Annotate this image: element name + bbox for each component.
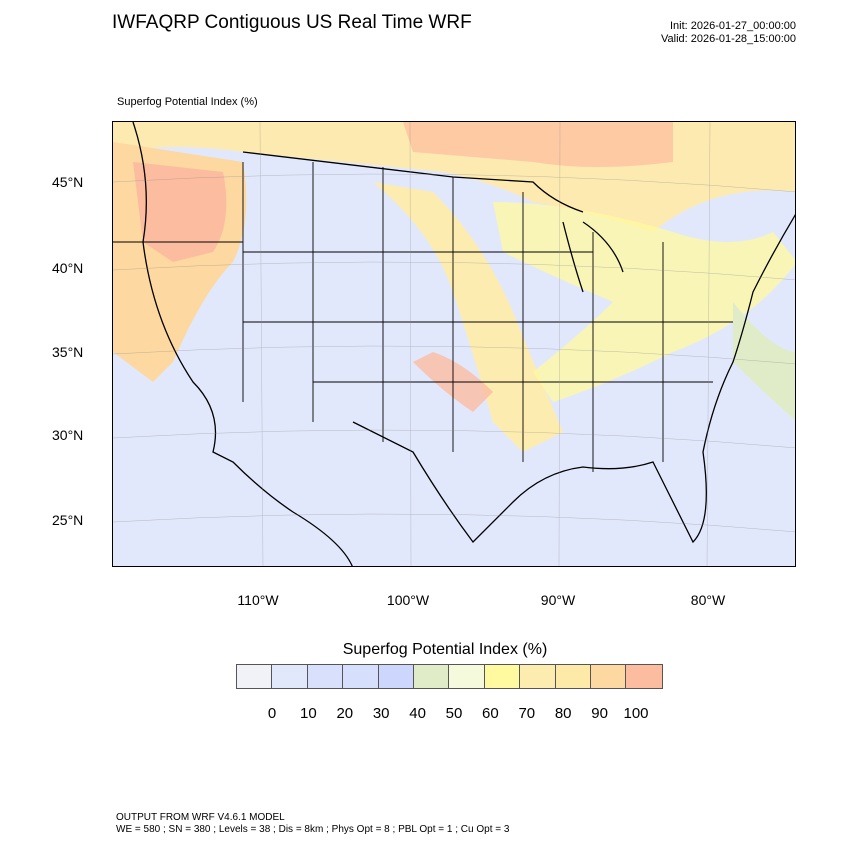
colorbar-swatch [555,665,591,688]
field-plains [373,182,563,452]
colorbar-swatch [307,665,344,688]
field-west-high [133,162,227,262]
init-time: Init: 2026-01-27_00:00:00 [670,20,796,32]
colorbar-swatch [520,665,556,688]
colorbar-swatch [449,665,485,688]
colorbar-label: 70 [518,705,536,722]
great-lakes [562,221,624,293]
colorbar-swatch [272,665,308,688]
colorbar-swatch [590,665,627,688]
state-lines [113,162,733,472]
lat-label: 45°N [52,174,84,190]
field-south [113,472,795,566]
colorbar-label: 20 [336,705,354,722]
colorbar-label: 80 [554,705,572,722]
colorbar-label: 40 [409,705,426,722]
colorbar-label: 30 [372,705,390,722]
colorbar-label: 10 [300,705,317,722]
colorbar-swatch [626,665,662,688]
colorbar-title: Superfog Potential Index (%) [342,641,548,658]
colorbar-swatch [484,665,521,688]
valid-time: Valid: 2026-01-28_15:00:00 [661,33,796,45]
lat-label: 35°N [52,344,84,360]
field-north-high [403,122,673,167]
colorbar-swatch [237,665,273,688]
colorbar-label: 90 [591,705,608,722]
lat-label: 40°N [52,260,84,276]
footer-line-1: OUTPUT FROM WRF V4.6.1 MODEL [116,812,285,823]
colorbar-label: 50 [445,705,463,722]
lon-label: 80°W [690,592,726,608]
colorbar-swatch [343,665,379,688]
lat-label: 30°N [52,427,84,443]
gulf-atlantic-coastline [352,214,795,544]
lon-label: 90°W [540,592,576,608]
colorbar [236,664,663,689]
lon-label: 110°W [237,592,279,608]
lon-label: 100°W [386,592,430,608]
colorbar-label: 60 [482,705,499,722]
colorbar-label: 0 [267,705,277,722]
map-panel [112,121,796,567]
west-coastline [132,122,353,566]
time-info: Init: 2026-01-27_00:00:00 Valid: 2026-01… [661,20,796,46]
graticule [113,122,795,566]
canada-border [242,151,584,213]
model-footer: OUTPUT FROM WRF V4.6.1 MODEL WE = 580 ; … [116,812,509,836]
footer-line-2: WE = 580 ; SN = 380 ; Levels = 38 ; Dis … [116,824,510,835]
boundaries [132,122,795,566]
plot-title: IWFAQRP Contiguous US Real Time WRF [112,12,472,33]
variable-label: Superfog Potential Index (%) [117,96,258,108]
map-field [113,122,795,566]
lat-label: 25°N [52,512,84,528]
colorbar-label: 100 [623,705,649,722]
colorbar-swatch [413,665,450,688]
colorbar-swatch [378,665,414,688]
